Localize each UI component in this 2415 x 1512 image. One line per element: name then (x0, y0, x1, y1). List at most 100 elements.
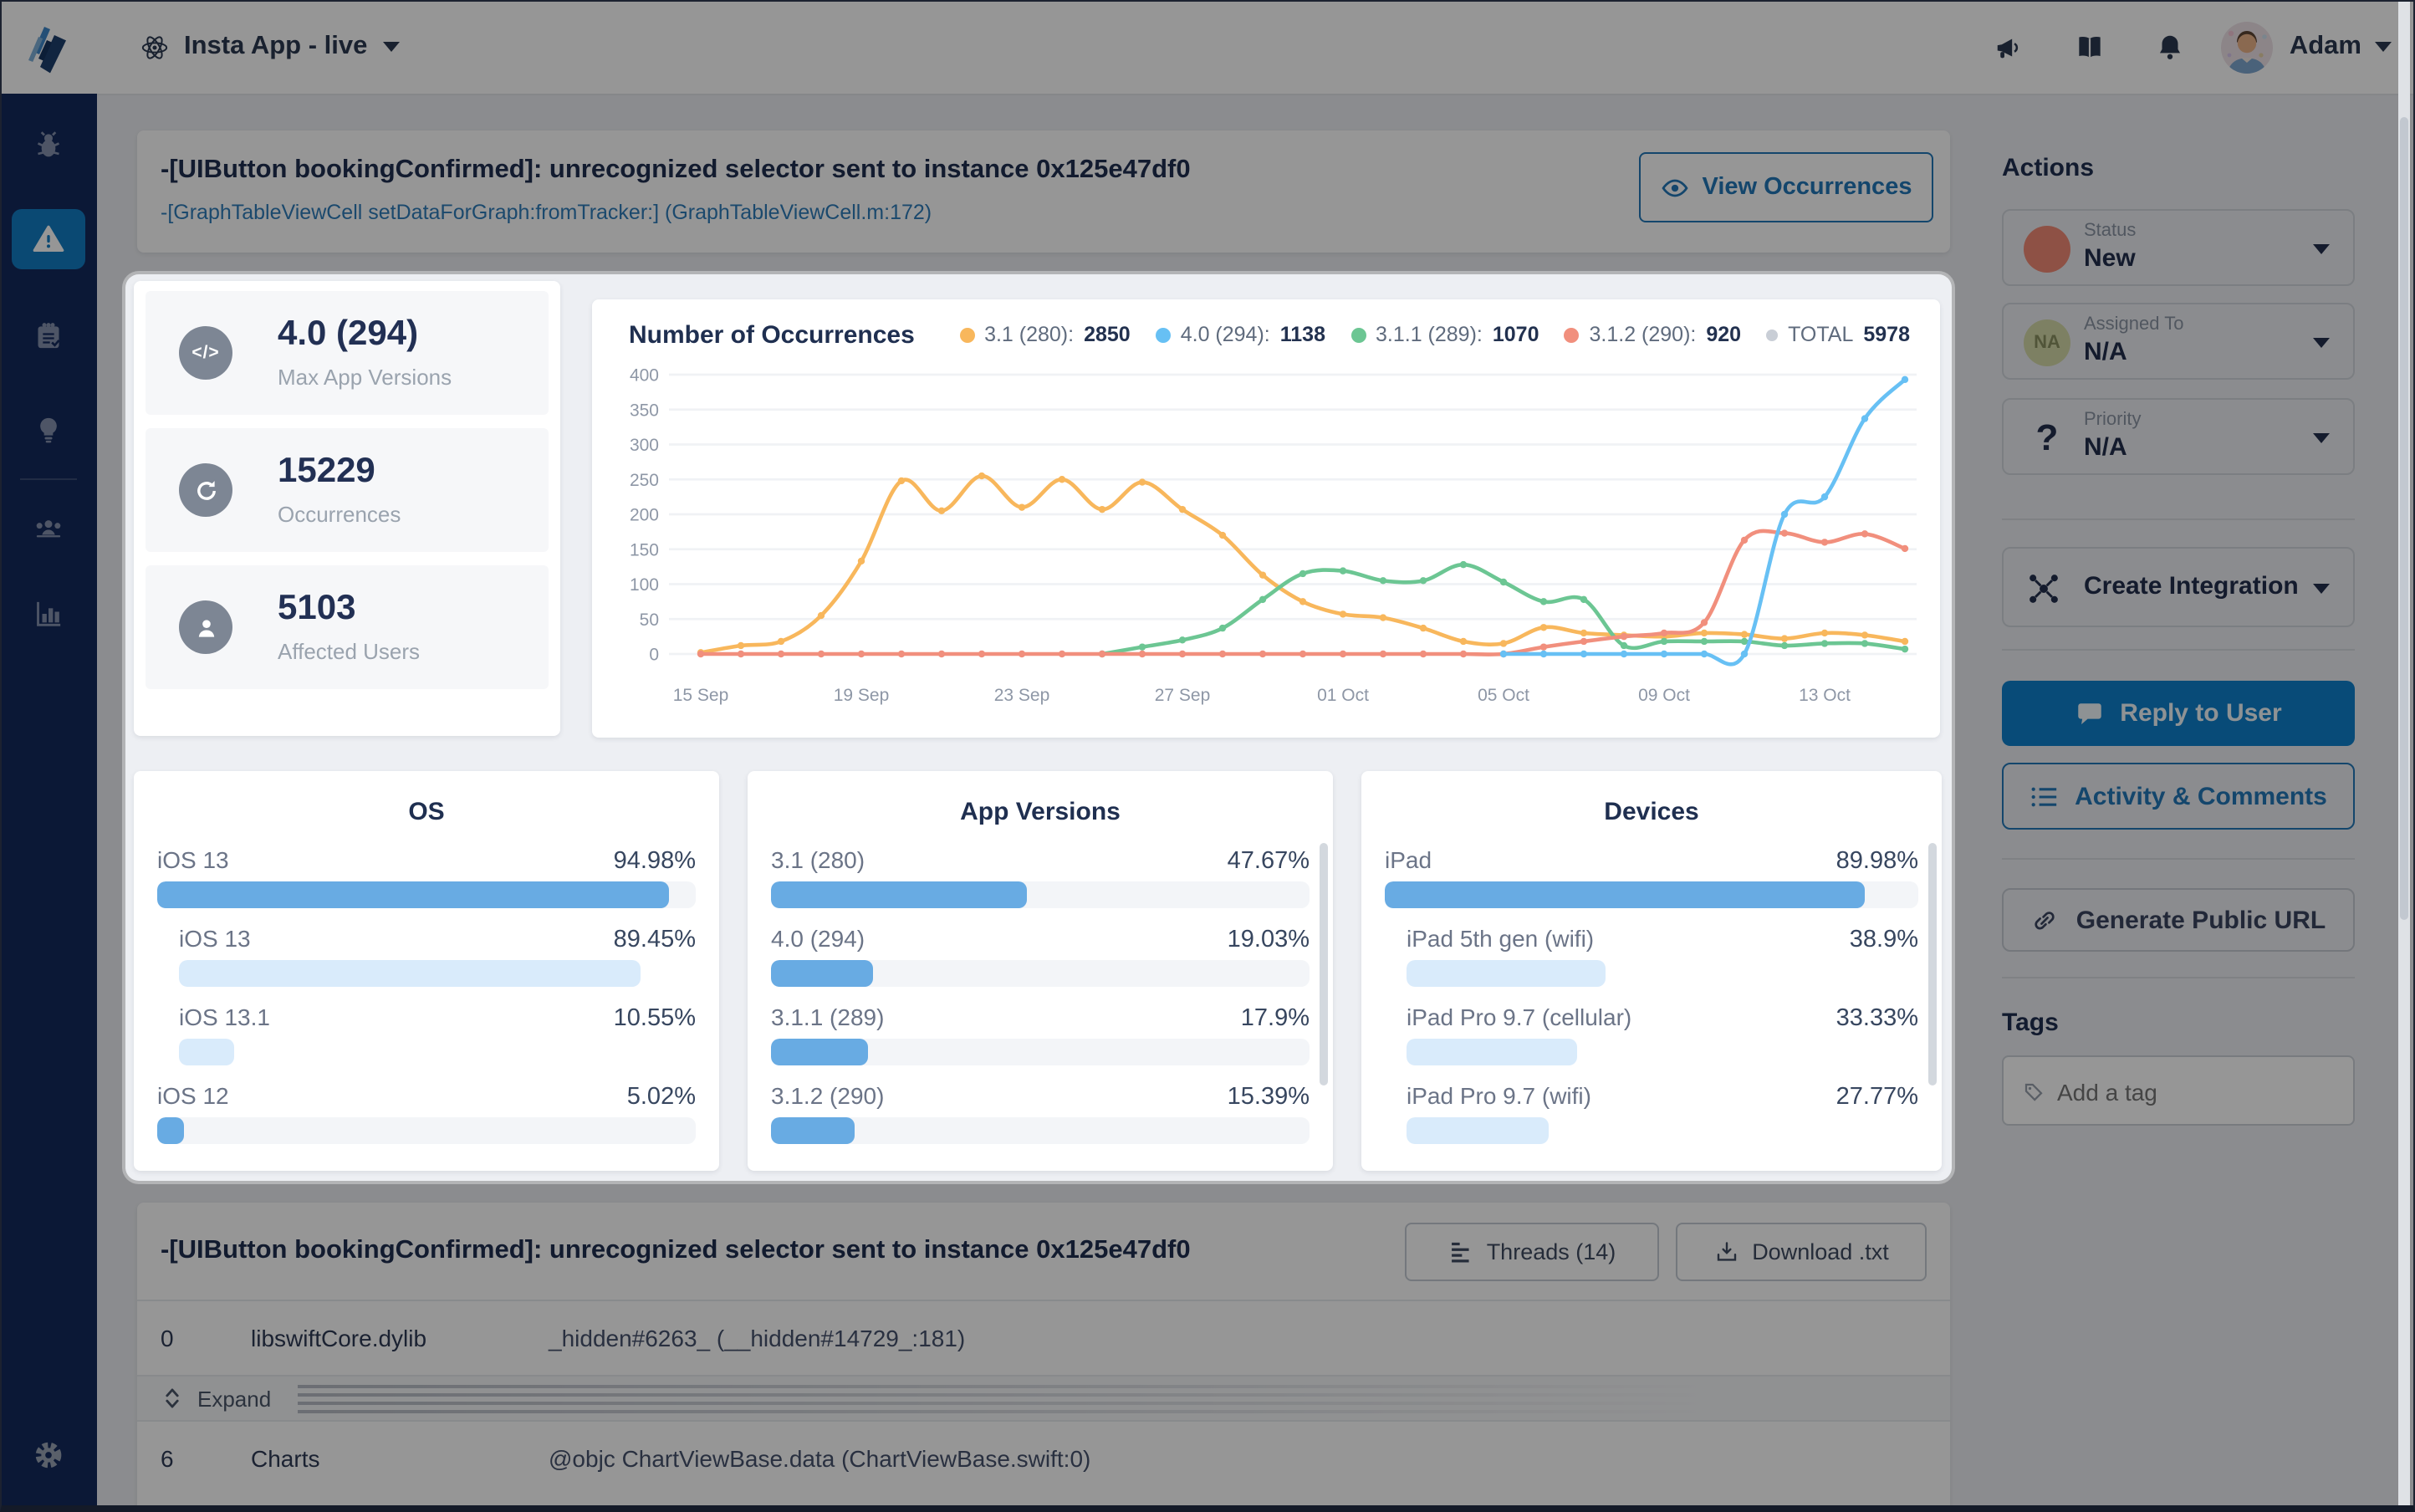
add-tag-input[interactable] (2054, 1057, 2345, 1127)
megaphone-icon (1998, 38, 2019, 58)
trace-row[interactable]: 6 Charts @objc ChartViewBase.data (Chart… (137, 1422, 1950, 1495)
breakdown-row[interactable]: iPad 89.98% (1385, 846, 1918, 908)
stat-tile: </> 4.0 (294) Max App Versions (146, 291, 549, 415)
users-icon (36, 520, 61, 538)
breakdown-row[interactable]: iPad Pro 9.7 (cellular) 33.33% (1385, 1004, 1918, 1065)
create-integration-dropdown[interactable]: Create Integration (2002, 547, 2355, 627)
instabug-logo-icon (28, 27, 66, 74)
user-icon (179, 600, 232, 654)
chevron-down-icon (2313, 433, 2330, 443)
panel-scrollbar[interactable] (1320, 843, 1328, 1085)
svg-text:100: 100 (630, 575, 659, 595)
sidebar-item-surveys[interactable] (32, 319, 65, 353)
sidebar-item-feature-requests[interactable] (32, 413, 65, 447)
brand-logo[interactable] (0, 0, 97, 94)
integration-nodes-icon (2030, 575, 2058, 603)
gear-icon (35, 1442, 62, 1469)
bell-icon (2160, 34, 2181, 59)
generate-public-url-button[interactable]: Generate Public URL (2002, 888, 2355, 952)
assigned-to-value: N/A (2084, 338, 2127, 366)
status-label: Status (2084, 221, 2137, 241)
actions-heading: Actions (2002, 154, 2095, 182)
breakdown-row[interactable]: iOS 13.1 10.55% (157, 1004, 696, 1065)
stat-label: Max App Versions (278, 365, 452, 390)
breakdown-bar-track (157, 1117, 696, 1144)
divider (2002, 518, 2355, 520)
breakdown-row[interactable]: 3.1 (280) 47.67% (771, 846, 1310, 908)
legend-dot (1766, 329, 1779, 340)
eye-icon (1661, 178, 1688, 197)
sidebar-item-bug-reports[interactable] (32, 129, 65, 162)
legend-value: 5978 (1863, 323, 1910, 346)
breakdown-row[interactable]: 4.0 (294) 19.03% (771, 925, 1310, 987)
chart-title: Number of Occurrences (629, 321, 915, 350)
view-occurrences-button[interactable]: View Occurrences (1639, 152, 1933, 222)
breakdown-row[interactable]: 3.1.2 (290) 15.39% (771, 1082, 1310, 1144)
tag-icon (2024, 1083, 2043, 1101)
trace-error-title: -[UIButton bookingConfirmed]: unrecogniz… (161, 1236, 1191, 1264)
legend-value: 1070 (1492, 323, 1539, 346)
breakdown-row[interactable]: iPad 5th gen (wifi) 38.9% (1385, 925, 1918, 987)
scrollbar-thumb[interactable] (2400, 117, 2408, 920)
breakdown-row[interactable]: iOS 12 5.02% (157, 1082, 696, 1144)
assigned-to-dropdown[interactable]: NA Assigned To N/A (2002, 303, 2355, 380)
avatar-photo (2220, 21, 2273, 73)
docs-button[interactable] (2050, 0, 2131, 94)
stat-value: 5103 (278, 589, 356, 627)
lightbulb-icon (40, 417, 57, 443)
reply-to-user-button[interactable]: Reply to User (2002, 681, 2355, 746)
breakdown-bar-track (179, 1039, 696, 1065)
announcements-button[interactable] (1970, 0, 2050, 94)
breakdown-label: iOS 13 (179, 925, 251, 952)
sidebar-item-crashes[interactable] (32, 222, 65, 256)
legend-label: 4.0 (294): (1180, 323, 1270, 346)
error-location-link[interactable]: -[GraphTableViewCell setDataForGraph:fro… (161, 201, 932, 224)
sidebar-item-settings[interactable] (32, 1438, 65, 1472)
page-scrollbar[interactable] (2398, 0, 2410, 1512)
breakdown-row[interactable]: iPad Pro 9.7 (wifi) 27.77% (1385, 1082, 1918, 1144)
link-icon (2035, 911, 2055, 929)
occurrences-line-chart: 0 50 100 150 200 250 300 350 400 15 Sep 19 Sep 23 S… (630, 366, 1917, 705)
status-dropdown[interactable]: Status New (2002, 209, 2355, 286)
svg-text:27 Sep: 27 Sep (1155, 686, 1211, 705)
expand-arrows-icon (166, 1388, 179, 1408)
breakdown-percent: 94.98% (613, 848, 696, 875)
breakdown-panel: App Versions 3.1 (280) 47.67% 4.0 (294) … (748, 771, 1333, 1171)
priority-dropdown[interactable]: ? Priority N/A (2002, 398, 2355, 475)
activity-comments-button[interactable]: Activity & Comments (2002, 763, 2355, 830)
app-switcher[interactable]: Insta App - live (140, 0, 400, 94)
sidebar-divider (20, 478, 77, 480)
chat-bubble-icon (2077, 702, 2101, 724)
bug-icon (37, 131, 60, 157)
breakdown-label: iPad Pro 9.7 (wifi) (1407, 1082, 1591, 1109)
svg-text:09 Oct: 09 Oct (1638, 686, 1690, 705)
book-icon (2080, 36, 2101, 57)
sidebar-item-team[interactable] (32, 512, 65, 545)
breakdown-row[interactable]: iOS 13 89.45% (157, 925, 696, 987)
panel-scrollbar[interactable] (1928, 843, 1937, 1085)
code-icon: </> (179, 326, 232, 380)
legend-value: 2850 (1084, 323, 1131, 346)
breakdown-bar-fill (179, 960, 641, 987)
frame-module: libswiftCore.dylib (251, 1325, 427, 1351)
download-txt-label: Download .txt (1752, 1239, 1889, 1264)
threads-button[interactable]: Threads (14) (1405, 1222, 1659, 1280)
legend-label: 3.1 (280): (984, 323, 1075, 346)
breakdown-label: iPad Pro 9.7 (cellular) (1407, 1004, 1632, 1030)
legend-item: 3.1.2 (290): 920 (1564, 323, 1741, 346)
download-txt-button[interactable]: Download .txt (1676, 1222, 1927, 1280)
trace-row[interactable]: 0 libswiftCore.dylib _hidden#6263_ (__hi… (137, 1301, 1950, 1375)
panel-title: App Versions (960, 798, 1121, 826)
chevron-down-icon (2313, 244, 2330, 254)
breakdown-bar-fill (1407, 1039, 1577, 1065)
expand-collapsed-frames[interactable]: Expand (137, 1377, 1950, 1420)
breakdown-row[interactable]: 3.1.1 (289) 17.9% (771, 1004, 1310, 1065)
sidebar-item-analytics[interactable] (32, 597, 65, 631)
user-menu-label[interactable]: Adam (2289, 32, 2361, 60)
breakdown-row[interactable]: iOS 13 94.98% (157, 846, 696, 908)
panel-rows: iPad 89.98% iPad 5th gen (wifi) 38.9% iP… (1361, 826, 1942, 1144)
avatar[interactable] (2220, 21, 2273, 73)
svg-text:150: 150 (630, 540, 659, 559)
create-integration-label: Create Integration (2084, 572, 2299, 600)
notifications-button[interactable] (2131, 0, 2211, 94)
